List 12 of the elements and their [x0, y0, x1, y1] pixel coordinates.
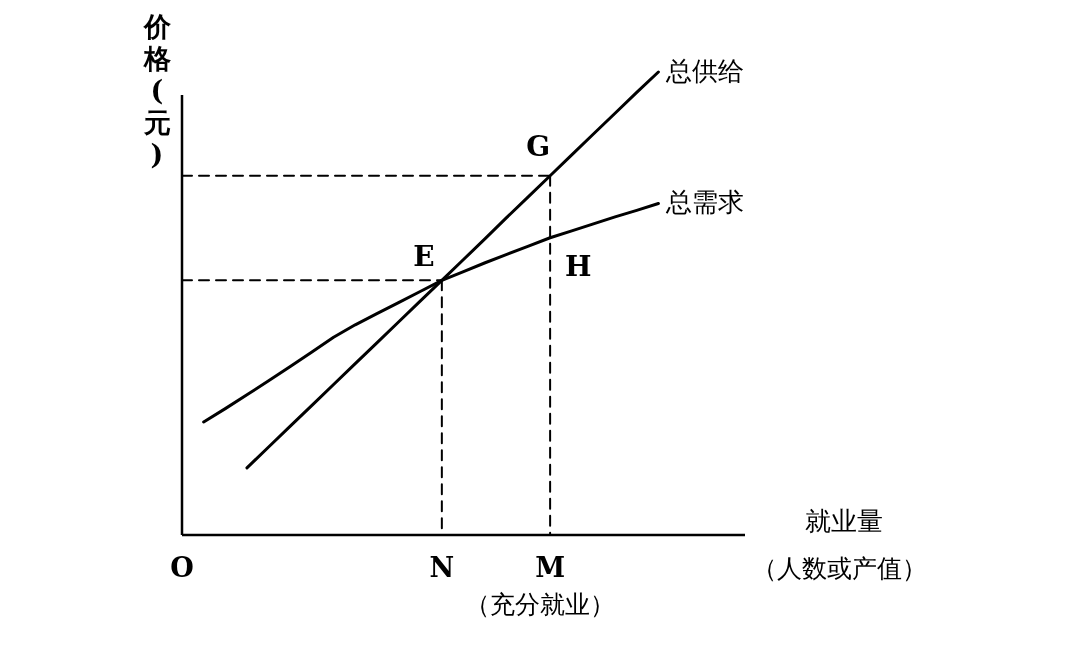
annotation: E	[413, 240, 435, 274]
series-label: 总供给	[665, 56, 745, 86]
x-tick-label: N	[429, 552, 455, 583]
series-label: 总需求	[665, 187, 745, 218]
x-tick-label: O	[170, 552, 194, 583]
text: （充分就业）	[465, 590, 615, 619]
y-axis-title: 价格(元)	[142, 11, 172, 170]
x-axis-title: 就业量	[805, 506, 883, 536]
annotation: G	[526, 129, 551, 163]
text: （人数或产值）	[752, 554, 927, 583]
annotation: H	[565, 249, 592, 283]
x-tick-label: M	[535, 552, 566, 583]
